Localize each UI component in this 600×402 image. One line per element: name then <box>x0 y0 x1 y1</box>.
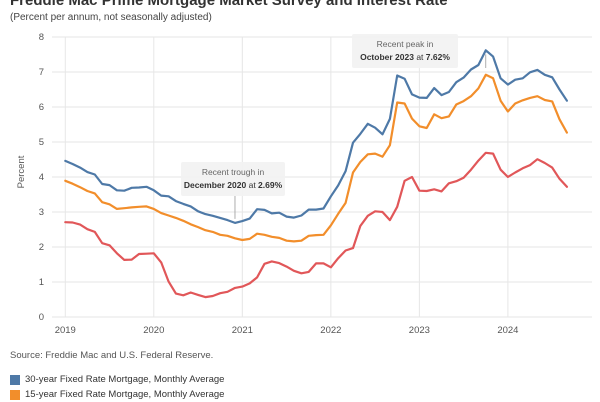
y-tick-label: 1 <box>39 277 44 288</box>
series-line-rate30 <box>64 49 568 224</box>
chart-subtitle: (Percent per annum, not seasonally adjus… <box>10 12 212 23</box>
annotation-date: October 2023 <box>360 52 414 62</box>
series-line-rate15 <box>64 73 568 243</box>
y-tick-label: 8 <box>39 32 44 43</box>
axis-layer: 0 1 2 3 4 5 6 7 8 2019 2020 2021 2022 2023 2024 <box>39 32 519 336</box>
annotation-label: Recent trough in <box>202 167 265 177</box>
legend-label-15yr: 15-year Fixed Rate Mortgage, Monthly Ave… <box>25 389 225 400</box>
annotation-connector-word: at <box>246 180 258 190</box>
legend: 30-year Fixed Rate Mortgage, Monthly Ave… <box>10 372 224 402</box>
legend-label-30yr: 30-year Fixed Rate Mortgage, Monthly Ave… <box>25 374 225 385</box>
y-tick-label: 4 <box>39 172 44 183</box>
legend-swatch-15yr <box>10 389 20 400</box>
grid-layer <box>52 36 592 318</box>
annotation-detail: December 2020 at 2.69% <box>184 180 283 190</box>
annotation-box <box>181 162 285 196</box>
annotation-date: December 2020 <box>184 180 247 190</box>
y-tick-label: 5 <box>39 137 44 148</box>
legend-item-30yr: 30-year Fixed Rate Mortgage, Monthly Ave… <box>10 372 224 387</box>
y-axis-label: Percent <box>16 155 27 188</box>
y-tick-label: 0 <box>39 312 44 323</box>
annotation-detail: October 2023 at 7.62% <box>360 52 450 62</box>
annotation-value: 7.62% <box>426 52 451 62</box>
y-tick-label: 3 <box>39 207 44 218</box>
x-tick-label: 2022 <box>320 325 341 336</box>
y-tick-label: 6 <box>39 102 44 113</box>
chart-title: Freddie Mac Prime Mortgage Market Survey… <box>10 0 448 9</box>
annotation-connector-word: at <box>414 52 426 62</box>
source-note: Source: Freddie Mac and U.S. Federal Res… <box>10 350 214 361</box>
legend-item-15yr: 15-year Fixed Rate Mortgage, Monthly Ave… <box>10 387 224 402</box>
x-tick-label: 2024 <box>497 325 518 336</box>
annotation-0: Recent trough in December 2020 at 2.69% <box>181 162 285 219</box>
x-tick-label: 2021 <box>232 325 253 336</box>
annotation-box <box>352 34 458 68</box>
annotation-value: 2.69% <box>258 180 283 190</box>
x-tick-label: 2023 <box>409 325 430 336</box>
annotation-1: Recent peak in October 2023 at 7.62% <box>352 34 487 68</box>
y-tick-label: 7 <box>39 67 44 78</box>
x-tick-label: 2020 <box>143 325 164 336</box>
x-tick-label: 2019 <box>55 325 76 336</box>
series-layer <box>64 49 568 299</box>
legend-swatch-30yr <box>10 374 20 385</box>
annotation-label: Recent peak in <box>377 39 434 49</box>
series-line-fed <box>64 151 568 299</box>
y-tick-label: 2 <box>39 242 44 253</box>
